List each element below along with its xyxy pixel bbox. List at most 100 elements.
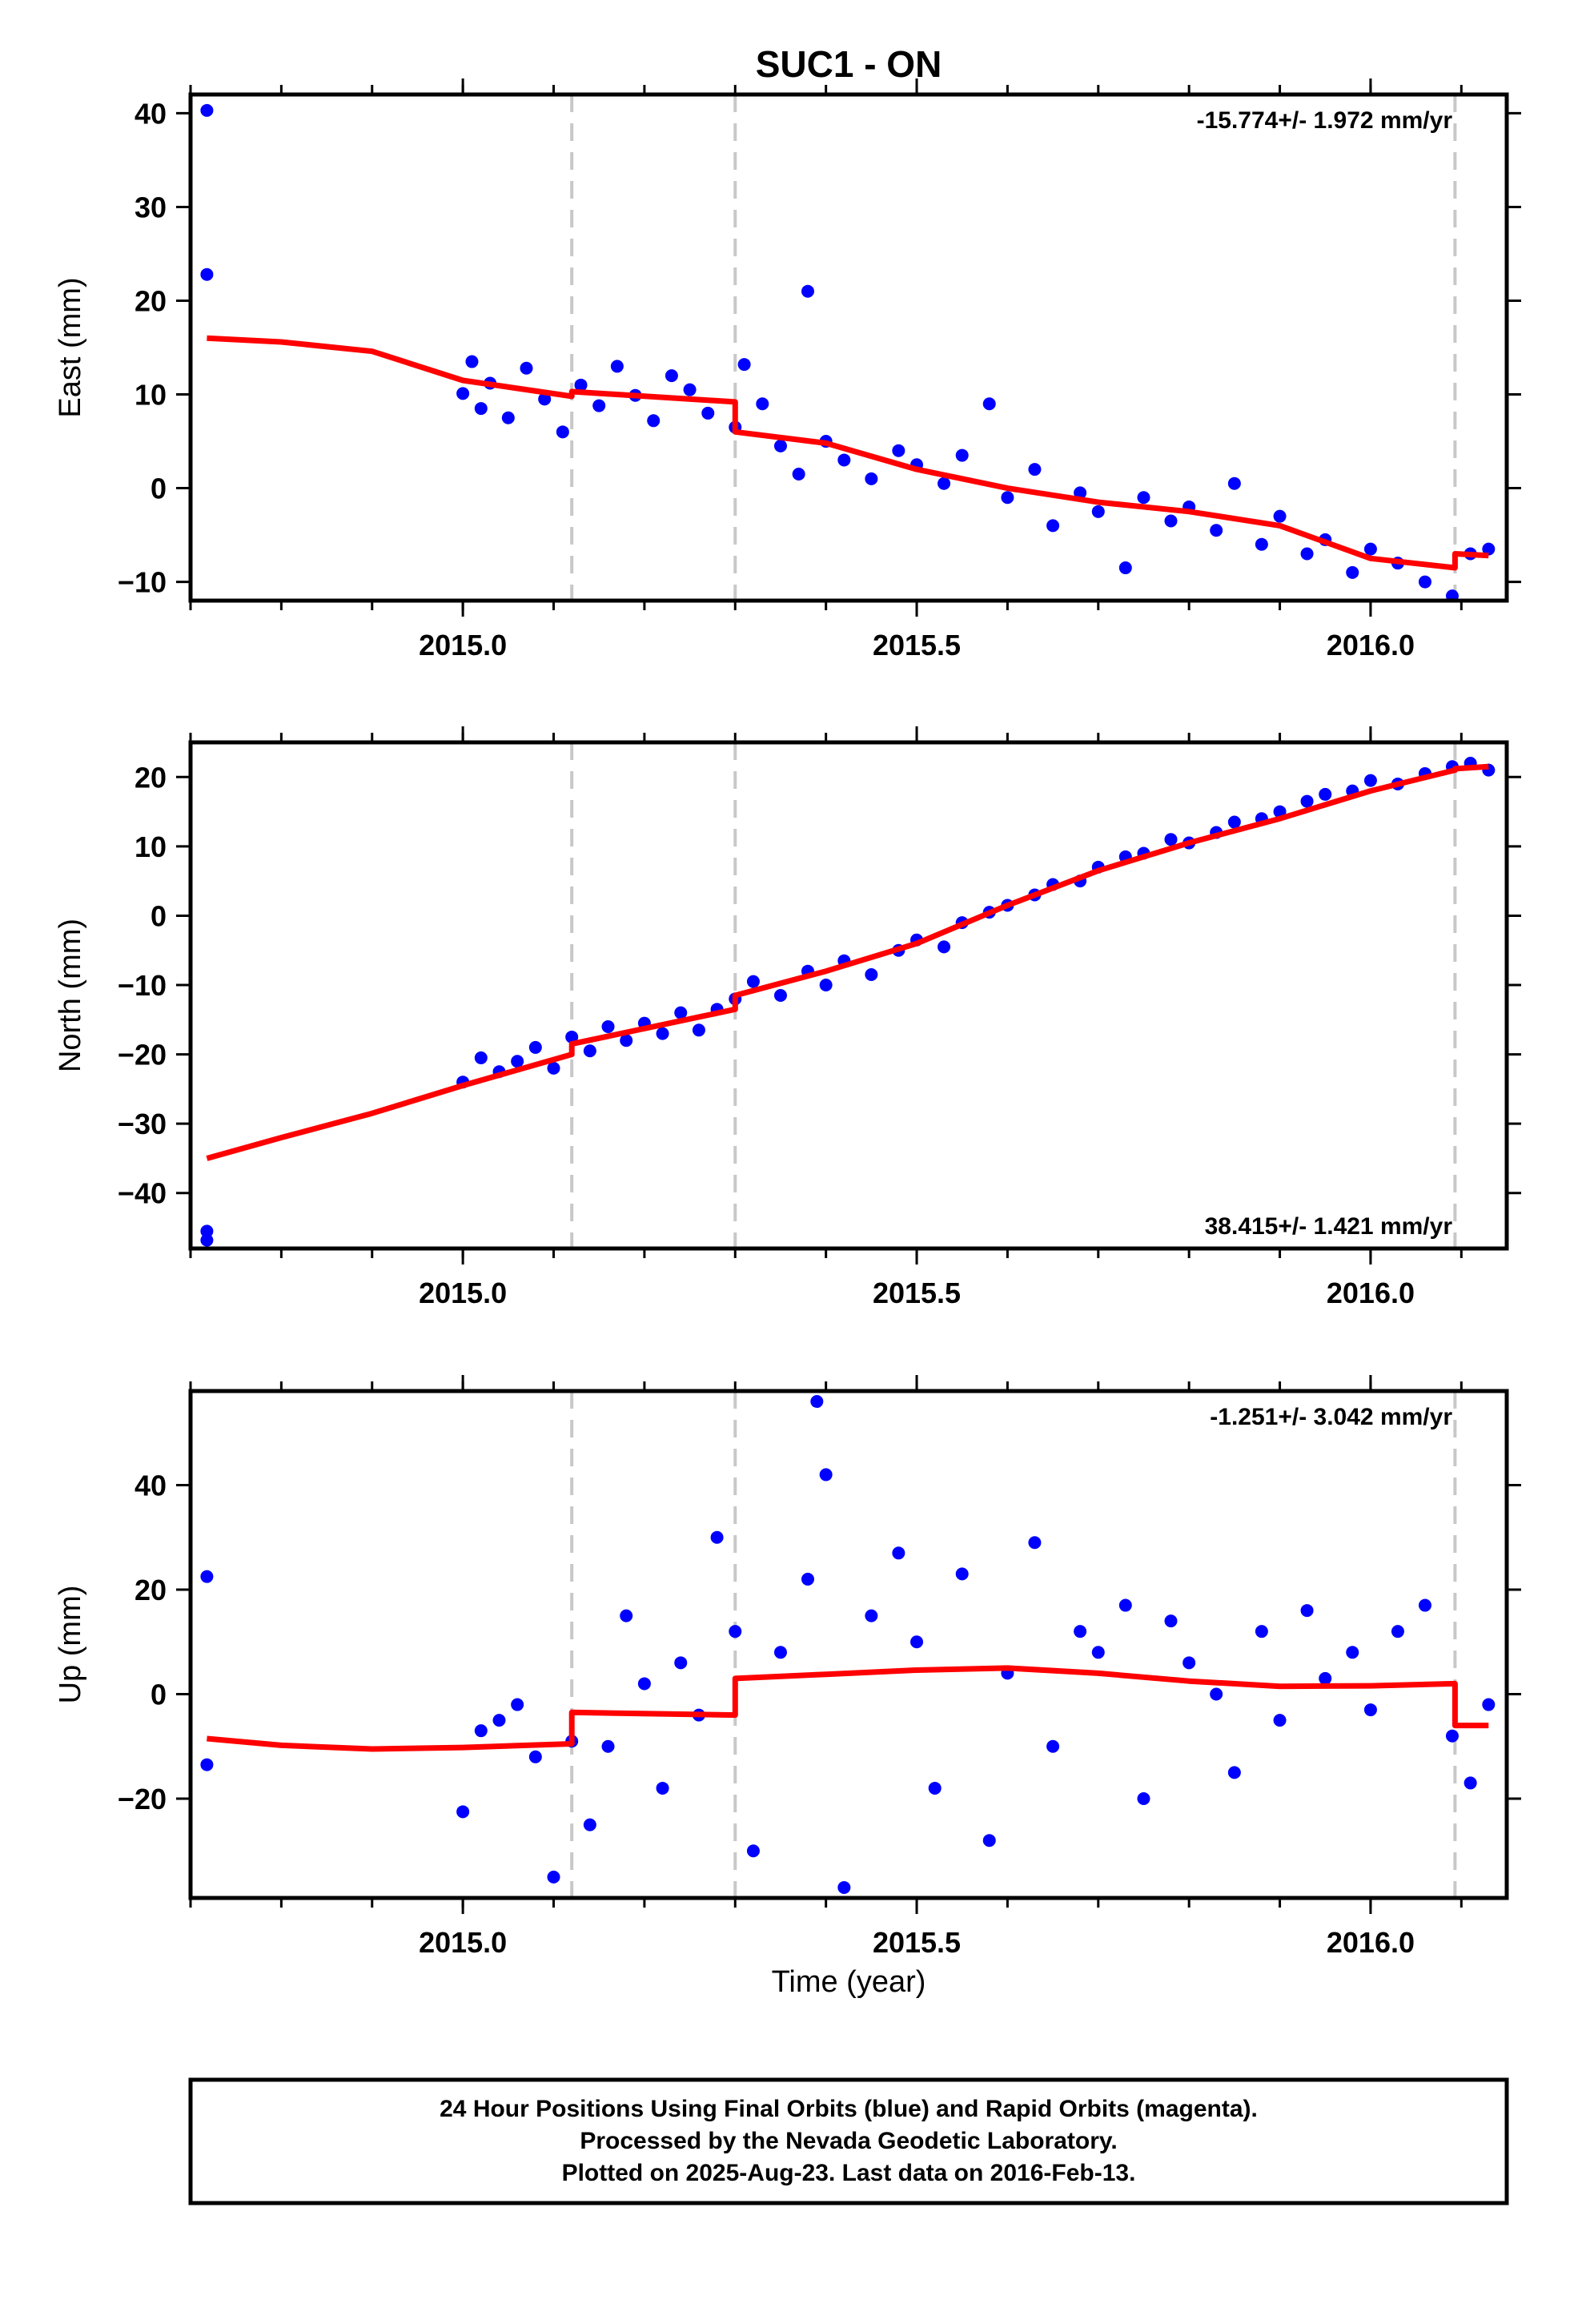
data-point [1273,509,1287,523]
x-tick-label: 2015.5 [873,1926,961,1959]
data-point [200,103,214,117]
x-tick-label: 2016.0 [1327,1926,1415,1959]
x-tick-label: 2016.0 [1327,629,1415,661]
data-point [1319,1671,1332,1685]
data-point [474,402,488,416]
data-point [200,1758,214,1771]
data-point [547,1061,560,1075]
y-tick-label: 20 [135,761,167,794]
data-point [1118,561,1132,575]
x-tick-label: 2015.5 [873,629,961,661]
y-tick-label: 20 [135,1574,167,1606]
data-point [574,378,588,392]
data-point [801,284,814,298]
data-point [465,355,479,368]
data-point [810,1395,824,1409]
data-point [528,1750,542,1763]
data-point [1227,815,1241,829]
data-point [565,1030,579,1043]
y-axis-label: North (mm) [54,919,87,1072]
data-point [1091,505,1105,518]
data-point [647,414,661,428]
data-point [474,1724,488,1738]
data-point [1028,1536,1042,1550]
data-point [737,358,751,372]
data-point [1319,787,1332,801]
y-tick-label: −30 [118,1108,167,1140]
data-point [982,1834,996,1848]
data-point [1363,1703,1377,1717]
data-point [583,1818,596,1831]
data-point [1363,542,1377,556]
data-point [601,1739,615,1753]
data-point [200,1233,214,1247]
x-tick-label: 2015.0 [419,629,507,661]
panel-1: 2015.0 2015.5 2016.0 −10 0 10 20 30 40 East (mm) -… [54,78,1521,661]
y-tick-label: 10 [135,379,167,412]
data-point [837,453,851,467]
data-point [620,1034,633,1047]
data-point [511,1055,524,1068]
data-point [1300,1604,1314,1618]
model-line [206,763,1489,1161]
data-point [511,1698,524,1711]
y-tick-label: 30 [135,191,167,223]
data-point [547,1870,560,1884]
data-point [955,448,969,462]
footer-line-2: Processed by the Nevada Geodetic Laborat… [580,2128,1117,2154]
panel-frame [188,740,1509,1251]
data-point [746,1844,760,1858]
y-tick-label: 40 [135,1469,167,1502]
footer-line-1: 24 Hour Positions Using Final Orbits (bl… [440,2096,1258,2122]
y-tick-label: 40 [135,97,167,130]
y-tick-label: 0 [151,1678,167,1711]
data-point [601,1019,615,1033]
y-axis-label: East (mm) [54,277,87,417]
data-point [456,387,470,400]
data-point [729,1625,742,1638]
data-point [928,1781,942,1795]
data-point [1346,1646,1359,1659]
x-tick-label: 2015.5 [873,1277,961,1309]
data-point [746,975,760,988]
data-point [865,968,878,982]
panel-frame [188,92,1509,603]
rate-label: -15.774+/- 1.972 mm/yr [1197,107,1453,134]
data-point [1255,1625,1268,1638]
data-point [674,1006,688,1019]
data-point [756,397,769,411]
data-point [865,1609,878,1622]
data-point [710,1530,724,1544]
rate-label: 38.415+/- 1.421 mm/yr [1205,1213,1453,1240]
y-tick-label: 0 [151,472,167,505]
data-point [1482,1698,1496,1711]
data-point [1363,774,1377,787]
data-point [200,1224,214,1238]
data-point [819,979,833,992]
data-point [892,1546,905,1560]
model-line [207,335,1489,571]
panel-3: 2015.0 2015.5 2016.0 −20 0 20 40 Up (mm) -1.251+… [54,1375,1521,1959]
data-point [674,1656,688,1670]
data-point [1164,833,1178,846]
data-point [583,1044,596,1058]
data-point [683,383,697,396]
data-point [1074,486,1087,500]
data-point [665,369,678,383]
data-point [1418,575,1431,589]
data-point [1028,463,1042,476]
data-point [982,397,996,411]
panel-frame [188,1389,1509,1900]
y-tick-label: −20 [118,1783,167,1815]
data-point [538,392,552,406]
panels-layer: 2015.0 2015.5 2016.0 −10 0 10 20 30 40 East (mm) -… [54,78,1521,1959]
footer-box [188,2077,1509,2205]
footer-line-3: Plotted on 2025-Aug-23. Last data on 201… [562,2160,1136,2186]
data-point [801,1572,814,1586]
data-point [1346,565,1359,579]
y-tick-label: −10 [118,566,167,599]
data-point [200,267,214,281]
x-axis-label: Time (year) [772,1965,926,1999]
data-point [637,1677,651,1691]
data-point [955,1567,969,1581]
